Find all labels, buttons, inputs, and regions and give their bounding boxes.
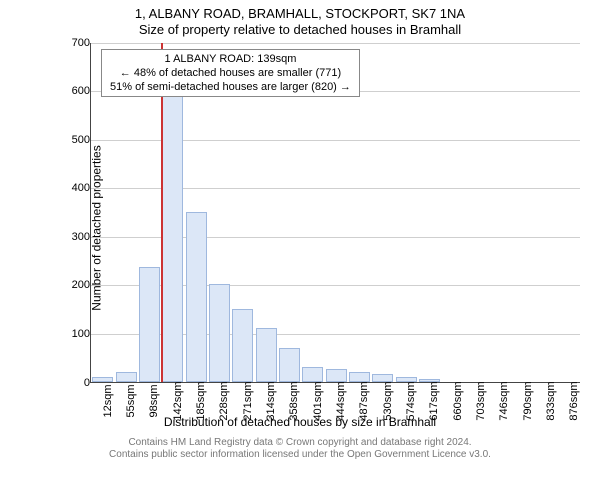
y-tick-label: 300 [60, 231, 90, 243]
histogram-bar [162, 78, 183, 382]
x-tick-label: 574sqm [405, 381, 417, 420]
x-tick-label: 142sqm [172, 381, 184, 420]
histogram-bar [256, 328, 277, 381]
x-tick-label: 271sqm [242, 381, 254, 420]
attribution-line-2: Contains public sector information licen… [10, 449, 590, 462]
histogram-bar [92, 377, 113, 382]
y-tick-label: 200 [60, 279, 90, 291]
histogram-bar [326, 369, 347, 381]
histogram-bar [349, 372, 370, 382]
histogram-bar [232, 309, 253, 382]
x-tick-label: 228sqm [218, 381, 230, 420]
infobox-line-3: 51% of semi-detached houses are larger (… [110, 80, 351, 94]
chart-area: Number of detached properties 0100200300… [60, 43, 580, 413]
histogram-bar [139, 267, 160, 381]
x-tick-label: 746sqm [498, 381, 510, 420]
plot-area: 1 ALBANY ROAD: 139sqm ← 48% of detached … [90, 43, 580, 383]
address-title: 1, ALBANY ROAD, BRAMHALL, STOCKPORT, SK7… [10, 6, 590, 22]
y-tick-label: 600 [60, 85, 90, 97]
y-tick-label: 700 [60, 37, 90, 49]
gridline [91, 43, 580, 44]
x-tick-label: 617sqm [428, 381, 440, 420]
infobox-line-2: ← 48% of detached houses are smaller (77… [110, 66, 351, 80]
x-tick-label: 98sqm [148, 384, 160, 417]
x-tick-label: 185sqm [195, 381, 207, 420]
x-ticks: 12sqm55sqm98sqm142sqm185sqm228sqm271sqm3… [90, 383, 580, 413]
x-tick-label: 55sqm [125, 384, 137, 417]
x-tick-label: 487sqm [358, 381, 370, 420]
x-tick-label: 703sqm [475, 381, 487, 420]
y-tick-label: 400 [60, 182, 90, 194]
y-tick-label: 100 [60, 328, 90, 340]
y-tick-label: 0 [60, 377, 90, 389]
chart-titles: 1, ALBANY ROAD, BRAMHALL, STOCKPORT, SK7… [10, 6, 590, 39]
y-tick-label: 500 [60, 134, 90, 146]
x-tick-label: 876sqm [568, 381, 580, 420]
histogram-bar [116, 372, 137, 382]
histogram-bar [209, 284, 230, 381]
attribution: Contains HM Land Registry data © Crown c… [10, 437, 590, 462]
histogram-bar [186, 212, 207, 382]
chart-subtitle: Size of property relative to detached ho… [10, 22, 590, 38]
x-tick-label: 314sqm [265, 381, 277, 420]
histogram-bar [302, 367, 323, 382]
x-tick-label: 530sqm [382, 381, 394, 420]
x-tick-label: 358sqm [288, 381, 300, 420]
figure-root: 1, ALBANY ROAD, BRAMHALL, STOCKPORT, SK7… [0, 0, 600, 500]
x-tick-label: 401sqm [312, 381, 324, 420]
x-tick-label: 833sqm [545, 381, 557, 420]
x-tick-label: 444sqm [335, 381, 347, 420]
x-tick-label: 12sqm [102, 384, 114, 417]
infobox-line-1: 1 ALBANY ROAD: 139sqm [110, 52, 351, 66]
attribution-line-1: Contains HM Land Registry data © Crown c… [10, 437, 590, 450]
histogram-bar [279, 348, 300, 382]
reference-infobox: 1 ALBANY ROAD: 139sqm ← 48% of detached … [101, 49, 360, 98]
x-tick-label: 790sqm [522, 381, 534, 420]
x-tick-label: 660sqm [452, 381, 464, 420]
histogram-bar [372, 374, 393, 381]
